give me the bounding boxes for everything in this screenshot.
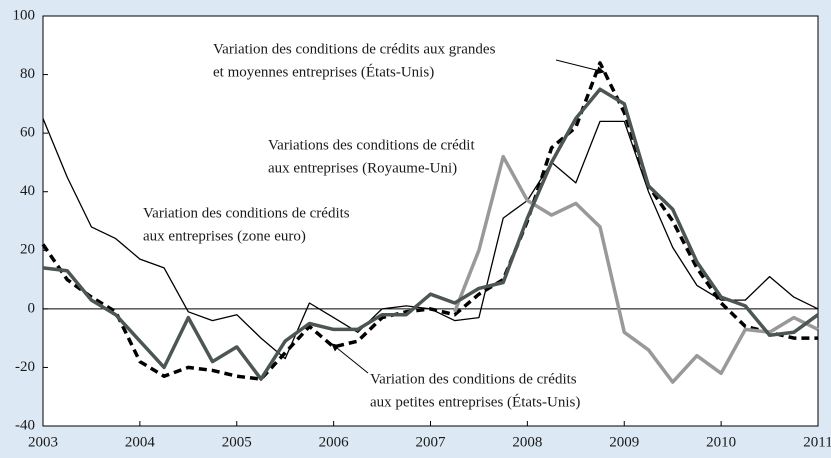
y-tick-label: 100	[13, 7, 36, 23]
y-tick-label: 80	[20, 66, 35, 82]
x-tick-label: 2007	[416, 434, 447, 450]
x-tick-label: 2011	[803, 434, 831, 450]
x-tick-label: 2005	[222, 434, 252, 450]
annotation: et moyennes entreprises (États-Unis)	[213, 63, 434, 80]
y-tick-label: 0	[28, 300, 36, 316]
series-line	[42, 87, 820, 381]
annotation: aux petites entreprises (États-Unis)	[370, 393, 580, 410]
annotation: Variations des conditions de crédit	[268, 137, 475, 153]
series-line	[453, 154, 819, 384]
y-tick-label: 20	[20, 242, 35, 258]
y-tick-label: -20	[15, 359, 35, 375]
x-tick-label: 2008	[512, 434, 542, 450]
annotation: Variation des conditions de crédits aux …	[213, 41, 496, 57]
annotation-arrow	[331, 343, 369, 374]
y-tick-label: 60	[20, 125, 35, 141]
x-tick-label: 2004	[125, 434, 156, 450]
x-tick-label: 2003	[28, 434, 58, 450]
x-tick-label: 2010	[706, 434, 736, 450]
annotation: aux entreprises (Royaume-Uni)	[268, 160, 457, 176]
x-tick-label: 2006	[319, 434, 350, 450]
y-tick-label: 40	[20, 183, 35, 199]
plot-area	[42, 15, 819, 427]
x-tick-label: 2009	[609, 434, 639, 450]
annotation: Variation des conditions de crédits	[143, 205, 350, 221]
annotation: aux entreprises (zone euro)	[143, 228, 306, 244]
y-tick-label: -40	[15, 417, 35, 433]
annotation: Variation des conditions de crédits	[370, 371, 577, 387]
series-line	[41, 61, 818, 381]
